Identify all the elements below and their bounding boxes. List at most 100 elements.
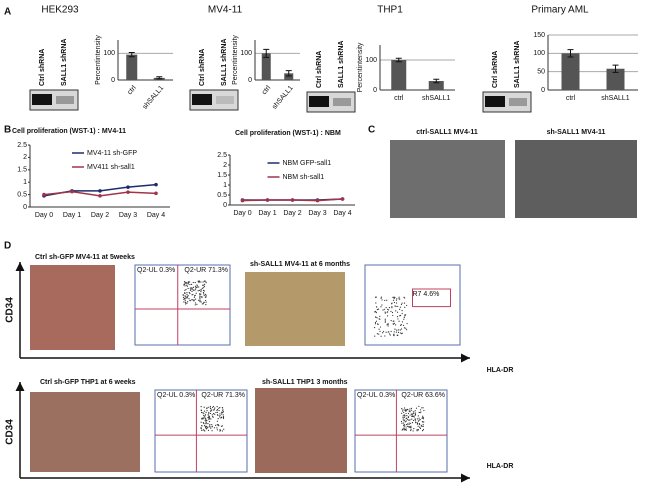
flow-dot: [412, 430, 414, 432]
flow-dot: [189, 281, 191, 283]
lane-label: Ctrl shRNA: [316, 51, 323, 88]
flow-dot: [418, 419, 420, 421]
y-tick-label: 0.5: [17, 191, 27, 198]
flow-dot: [379, 326, 382, 328]
flow-dot: [186, 291, 188, 294]
blot-band: [509, 98, 527, 106]
lane-label: Ctrl shRNA: [199, 49, 206, 86]
flow-dot: [417, 415, 419, 417]
flow-dot: [193, 289, 195, 292]
image-label: ctrl-SALL1 MV4-11: [416, 129, 478, 136]
axis-label: HLA-DR: [487, 367, 514, 374]
flow-dot: [212, 413, 215, 415]
y-tick-label: 0: [111, 77, 115, 84]
x-tick-label: shSALL1: [422, 95, 451, 102]
flow-dot: [202, 284, 204, 286]
flow-dot: [207, 414, 209, 416]
flow-dot: [400, 324, 402, 327]
flow-dot: [418, 417, 420, 419]
error-bar: [156, 76, 163, 80]
flow-dot: [410, 407, 413, 409]
flow-dot: [194, 304, 196, 306]
flow-dot: [400, 420, 403, 423]
y-tick-label: 0: [373, 87, 377, 94]
flow-dot: [407, 418, 409, 421]
flow-dot: [218, 409, 220, 412]
flow-dot: [184, 299, 186, 301]
panel-label: A: [4, 7, 11, 18]
x-tick-label: Day 1: [258, 210, 276, 217]
bar: [391, 60, 407, 90]
flow-dot: [200, 289, 202, 291]
flow-dot: [421, 425, 423, 427]
flow-dot: [195, 288, 197, 290]
x-tick-label: Day 4: [333, 210, 351, 217]
flow-dot: [379, 315, 381, 317]
x-tick-label: Day 1: [63, 212, 81, 219]
flow-dot: [203, 283, 206, 285]
y-tick-label: 1: [223, 182, 227, 189]
flow-dot: [388, 333, 391, 335]
error-bar: [395, 57, 402, 63]
flow-dot: [380, 335, 382, 337]
gate-label: Q2-UR 71.3%: [184, 267, 228, 274]
flow-dot: [194, 285, 197, 287]
photo-title: sh-SALL1 MV4-11 at 6 months: [250, 261, 350, 268]
flow-dot: [402, 416, 404, 419]
flow-dot: [422, 416, 424, 419]
flow-dot: [403, 407, 406, 409]
gate-label: Q2-UL 0.3%: [357, 392, 395, 399]
flow-dot: [208, 411, 210, 414]
flow-dot: [210, 407, 212, 410]
flow-dot: [381, 299, 383, 301]
flow-dot: [204, 299, 207, 302]
flow-dot: [189, 283, 191, 286]
y-tick-label: 2.5: [17, 142, 27, 149]
flow-dot: [221, 430, 224, 432]
point: [340, 197, 345, 201]
flow-dot: [199, 293, 201, 295]
flow-dot: [202, 303, 205, 305]
legend-label: MV411 sh-sall1: [87, 164, 135, 171]
flow-plot: [134, 264, 231, 346]
flow-dot: [417, 429, 419, 431]
flow-dot: [192, 299, 194, 301]
flow-dot: [381, 304, 383, 306]
flow-dot: [413, 428, 415, 430]
flow-dot: [375, 310, 377, 313]
y-tick-label: 100: [103, 50, 115, 57]
flow-dot: [416, 430, 418, 432]
flow-dot: [403, 422, 405, 424]
flow-dot: [410, 429, 412, 432]
flow-dot: [201, 296, 203, 298]
flow-dot: [386, 311, 388, 313]
flow-dot: [398, 296, 400, 298]
flow-dot: [403, 416, 406, 418]
flow-dot: [205, 280, 207, 282]
axis-label: CD34: [5, 419, 16, 445]
point: [315, 198, 320, 203]
flow-dot: [211, 424, 213, 426]
flow-dot: [216, 429, 219, 431]
flow-dot: [185, 303, 187, 305]
flow-dot: [216, 420, 218, 422]
flow-dot: [182, 296, 185, 298]
flow-dot: [391, 311, 394, 314]
flow-dot: [203, 416, 205, 418]
flow-dot: [395, 302, 398, 304]
flow-dot: [401, 310, 403, 312]
flow-dot: [410, 425, 412, 427]
flow-dot: [219, 428, 221, 431]
flow-dot: [399, 332, 402, 334]
flow-dot: [410, 428, 412, 430]
y-tick-label: 1: [23, 179, 27, 186]
bar: [606, 68, 625, 90]
flow-dot: [382, 332, 384, 334]
flow-dot: [198, 280, 200, 282]
flow-dot: [206, 407, 208, 409]
flow-dot: [209, 412, 212, 415]
flow-dot: [395, 299, 398, 301]
gate-label: Q2-UL 0.3%: [137, 267, 175, 274]
flow-dot: [402, 418, 404, 420]
flow-dot: [184, 285, 186, 287]
